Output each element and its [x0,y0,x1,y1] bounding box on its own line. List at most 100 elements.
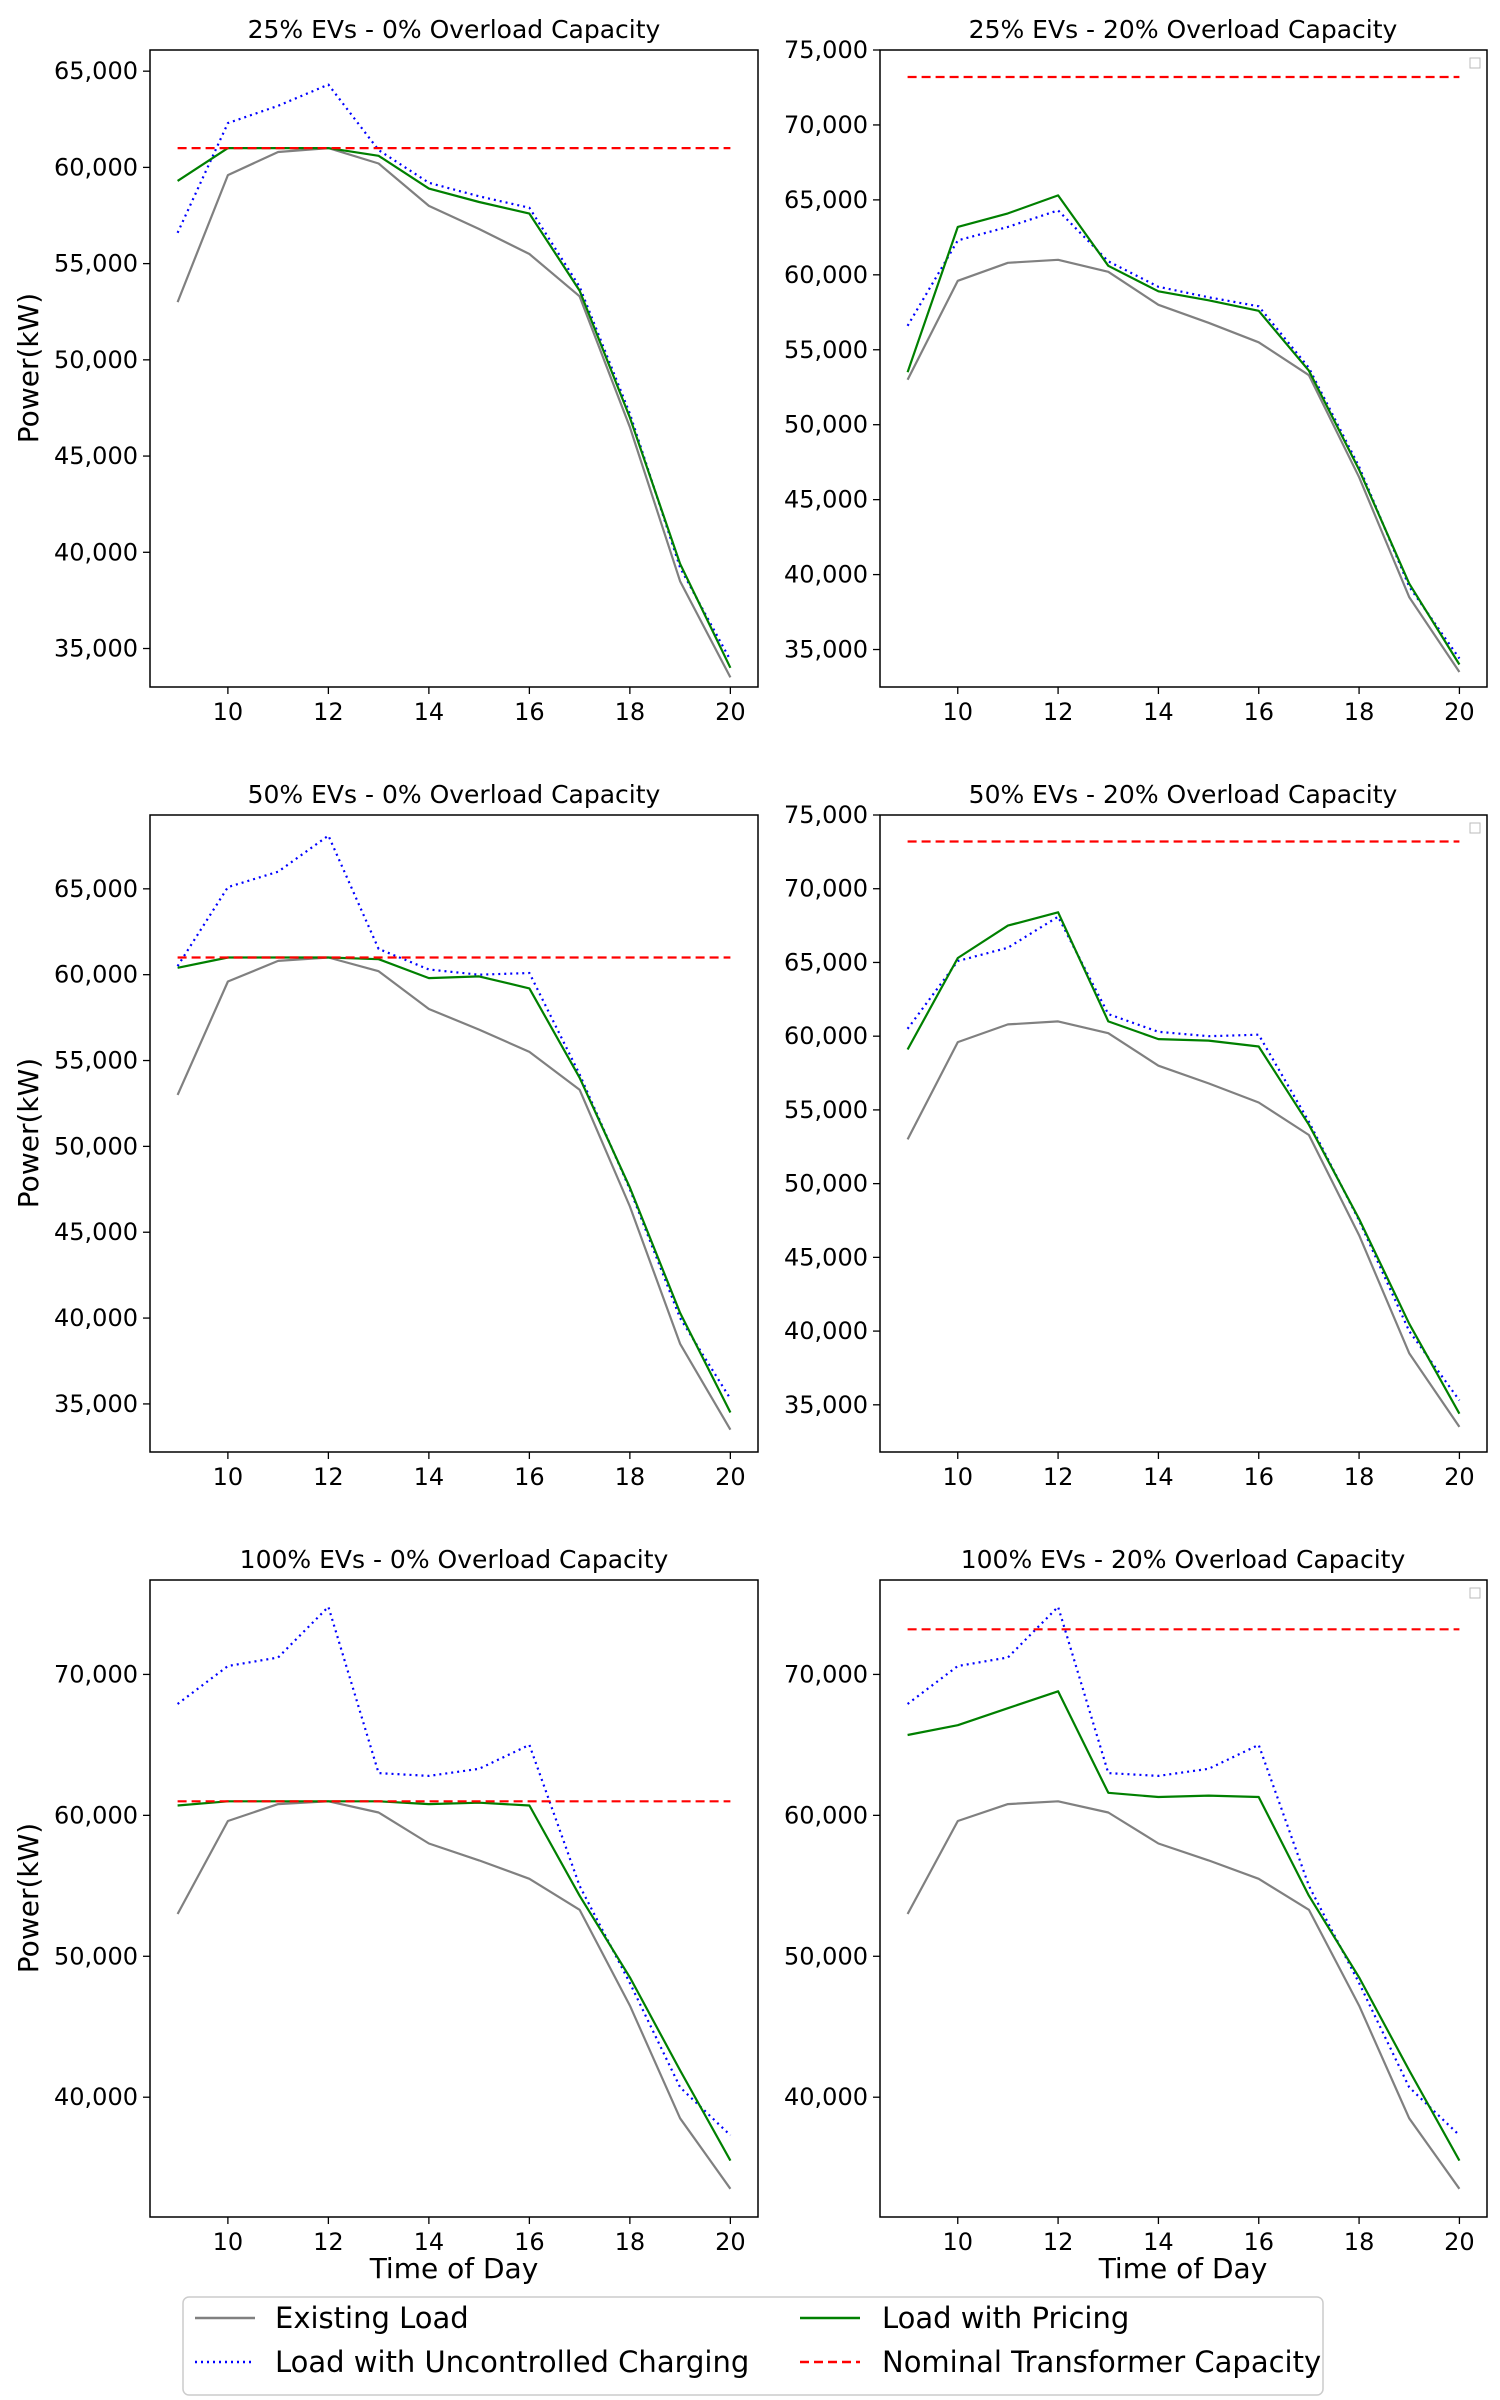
y-tick-label: 70,000 [784,875,868,903]
x-tick-label: 14 [414,1463,445,1491]
x-tick-label: 12 [1043,698,1074,726]
y-tick-label: 60,000 [54,1801,138,1829]
plot-frame [149,814,759,1453]
x-tick-label: 18 [1344,1463,1375,1491]
series-group [176,1605,732,2190]
chart-title: 100% EVs - 20% Overload Capacity [961,1545,1406,1574]
y-tick-label: 60,000 [54,961,138,989]
x-tick-label: 14 [1143,2228,1174,2256]
x-tick-label: 12 [1043,2228,1074,2256]
series-line-existing [176,147,732,678]
x-tick-label: 20 [715,1463,746,1491]
x-tick-label: 14 [414,2228,445,2256]
y-ticks: 40,000 50,000 60,000 70,000 [54,1660,150,2111]
y-tick-label: 40,000 [784,2083,868,2111]
y-axis-label: Power(kW) [12,1823,45,1973]
y-axis-label: Power(kW) [12,293,45,443]
y-tick-label: 60,000 [784,1022,868,1050]
y-tick-label: 40,000 [54,1304,138,1332]
y-tick-label: 50,000 [784,411,868,439]
y-ticks: 35,000 40,000 45,000 50,000 55,000 60,000 65,0… [784,801,880,1419]
y-tick-label: 55,000 [54,1047,138,1075]
panel-100-0: 100% EVs - 0% Overload Capacity Power(kW… [12,1545,759,2285]
panel-50-20: 50% EVs - 20% Overload Capacity 35,000 40… [784,780,1488,1491]
y-tick-label: 60,000 [54,153,138,181]
series-line-pricing [906,911,1461,1415]
x-tick-label: 16 [1243,1463,1274,1491]
series-line-existing [906,258,1461,673]
y-tick-label: 70,000 [54,1660,138,1688]
y-tick-label: 75,000 [784,36,868,64]
x-tick-label: 16 [514,1463,545,1491]
y-ticks: 40,000 50,000 60,000 70,000 [784,1660,880,2111]
y-tick-label: 55,000 [784,336,868,364]
y-tick-label: 35,000 [54,635,138,663]
x-tick-label: 14 [1143,1463,1174,1491]
x-tick-label: 10 [942,698,973,726]
panel-50-0: 50% EVs - 0% Overload Capacity Power(kW)… [12,780,759,1491]
series-line-uncontrolled [176,1605,732,2137]
legend-label-existing: Existing Load [275,2301,469,2335]
x-tick-label: 12 [313,2228,344,2256]
y-tick-label: 60,000 [784,261,868,289]
series-line-pricing [177,956,732,1413]
chart-title: 25% EVs - 20% Overload Capacity [969,15,1398,44]
empty-legend-box [1469,1587,1481,1599]
series-line-uncontrolled [176,83,732,661]
y-tick-label: 70,000 [784,111,868,139]
y-tick-label: 40,000 [54,2083,138,2111]
panel-25-20: 25% EVs - 20% Overload Capacity 35,000 40… [784,15,1488,726]
series-line-existing [176,956,732,1431]
x-tick-label: 18 [615,698,646,726]
chart-title: 50% EVs - 0% Overload Capacity [248,780,661,809]
y-tick-label: 45,000 [784,486,868,514]
x-tick-label: 20 [715,2228,746,2256]
y-tick-label: 65,000 [54,875,138,903]
series-line-uncontrolled [906,209,1461,660]
x-tick-label: 20 [1444,1463,1475,1491]
legend-label-uncontrolled: Load with Uncontrolled Charging [275,2345,749,2379]
series-line-uncontrolled [176,834,732,1400]
y-tick-label: 50,000 [784,1170,868,1198]
series-line-uncontrolled [906,915,1461,1402]
y-ticks: 35,000 40,000 45,000 50,000 55,000 60,000 65,0… [54,57,150,663]
x-ticks: 10 12 14 16 18 20 [213,1452,746,1491]
y-tick-label: 65,000 [784,948,868,976]
series-group [906,75,1461,673]
x-ticks: 10 12 14 16 18 20 [942,687,1475,726]
y-tick-label: 45,000 [784,1243,868,1271]
series-group [176,834,732,1431]
x-tick-label: 20 [1444,698,1475,726]
x-tick-label: 10 [213,2228,244,2256]
y-tick-label: 65,000 [54,57,138,85]
legend-label-pricing: Load with Pricing [882,2301,1129,2335]
plot-frame [879,1579,1488,2218]
y-tick-label: 75,000 [784,801,868,829]
x-tick-label: 20 [715,698,746,726]
plot-frame [879,49,1488,688]
y-tick-label: 50,000 [54,1132,138,1160]
x-tick-label: 18 [1344,698,1375,726]
x-ticks: 10 12 14 16 18 20 [942,1452,1475,1491]
y-axis-label: Power(kW) [12,1058,45,1208]
plot-frame [879,814,1488,1453]
x-tick-label: 14 [414,698,445,726]
series-group [176,83,732,678]
legend-label-capacity: Nominal Transformer Capacity [882,2345,1321,2379]
x-tick-label: 14 [1143,698,1174,726]
y-tick-label: 55,000 [784,1096,868,1124]
series-line-pricing [177,1800,732,2162]
x-tick-label: 12 [313,1463,344,1491]
y-ticks: 35,000 40,000 45,000 50,000 55,000 60,000 65,0… [784,36,880,664]
y-tick-label: 65,000 [784,186,868,214]
x-ticks: 10 12 14 16 18 20 [213,2217,746,2256]
x-axis-label: Time of Day [369,2252,539,2285]
x-ticks: 10 12 14 16 18 20 [213,687,746,726]
x-tick-label: 16 [1243,2228,1274,2256]
series-group [906,840,1461,1428]
x-ticks: 10 12 14 16 18 20 [942,2217,1475,2256]
series-line-existing [906,1020,1461,1428]
y-tick-label: 70,000 [784,1660,868,1688]
chart-title: 25% EVs - 0% Overload Capacity [248,15,661,44]
